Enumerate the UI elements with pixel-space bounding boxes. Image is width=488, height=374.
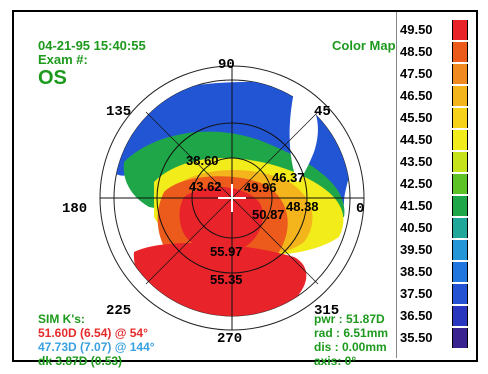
axis-label-270: 270 xyxy=(217,331,242,347)
map-value: 49.96 xyxy=(244,180,277,195)
map-value: 55.97 xyxy=(210,244,243,259)
legend-swatch xyxy=(452,130,468,150)
axis-label-315: 315 xyxy=(314,303,339,319)
axis-readout: axis: 0° xyxy=(314,354,357,368)
color-scale-legend: 49.50 48.50 47.50 46.50 45.50 44.50 43.50 42.50… xyxy=(400,20,476,356)
legend-value: 40.50 xyxy=(400,220,433,235)
delta-k-value: dk 3.87D (0.53) xyxy=(38,354,123,368)
legend-row: 35.50 xyxy=(400,328,476,348)
map-value: 46.37 xyxy=(272,170,305,185)
radius-readout: rad : 6.51mm xyxy=(314,326,389,340)
eye-indicator: OS xyxy=(38,67,67,89)
map-value: 48.38 xyxy=(286,199,319,214)
legend-swatch xyxy=(452,218,468,238)
exam-datetime: 04-21-95 15:40:55 xyxy=(38,38,146,53)
legend-value: 47.50 xyxy=(400,66,433,81)
legend-value: 38.50 xyxy=(400,264,433,279)
axis-label-0: 0 xyxy=(356,201,364,217)
legend-swatch xyxy=(452,306,468,326)
legend-row: 42.50 xyxy=(400,174,476,194)
legend-value: 35.50 xyxy=(400,330,433,345)
legend-value: 39.50 xyxy=(400,242,433,257)
legend-row: 40.50 xyxy=(400,218,476,238)
legend-row: 43.50 xyxy=(400,152,476,172)
legend-swatch xyxy=(452,262,468,282)
legend-row: 39.50 xyxy=(400,240,476,260)
sim-k2-value: 47.73D (7.07) @ 144° xyxy=(38,340,155,354)
distance-readout: dis : 0.00mm xyxy=(314,340,387,354)
legend-value: 49.50 xyxy=(400,22,433,37)
legend-value: 36.50 xyxy=(400,308,433,323)
exam-number-label: Exam #: xyxy=(38,52,88,67)
axis-label-225: 225 xyxy=(106,303,131,319)
legend-value: 37.50 xyxy=(400,286,433,301)
sim-k1-value: 51.60D (6.54) @ 54° xyxy=(38,326,148,340)
legend-swatch xyxy=(452,42,468,62)
map-value: 50.87 xyxy=(252,207,285,222)
legend-value: 46.50 xyxy=(400,88,433,103)
legend-value: 41.50 xyxy=(400,198,433,213)
legend-divider xyxy=(396,12,397,358)
axis-label-45: 45 xyxy=(314,104,331,120)
legend-swatch xyxy=(452,152,468,172)
legend-row: 38.50 xyxy=(400,262,476,282)
axis-label-180: 180 xyxy=(62,201,87,217)
map-value: 43.62 xyxy=(189,179,222,194)
legend-swatch xyxy=(452,174,468,194)
legend-row: 49.50 xyxy=(400,20,476,40)
legend-row: 44.50 xyxy=(400,130,476,150)
legend-swatch xyxy=(452,196,468,216)
legend-swatch xyxy=(452,328,468,348)
legend-swatch xyxy=(452,240,468,260)
legend-swatch xyxy=(452,86,468,106)
legend-row: 37.50 xyxy=(400,284,476,304)
map-value: 55.35 xyxy=(210,272,243,287)
map-type-label: Color Map xyxy=(332,38,396,53)
power-readout: pwr : 51.87D xyxy=(314,312,385,326)
legend-swatch xyxy=(452,108,468,128)
sim-k-title: SIM K's: xyxy=(38,312,85,326)
map-value: 38.60 xyxy=(186,153,219,168)
axis-label-135: 135 xyxy=(106,104,131,120)
legend-value: 48.50 xyxy=(400,44,433,59)
axis-label-90: 90 xyxy=(218,57,235,73)
legend-swatch xyxy=(452,284,468,304)
legend-swatch xyxy=(452,20,468,40)
legend-value: 43.50 xyxy=(400,154,433,169)
legend-row: 47.50 xyxy=(400,64,476,84)
legend-swatch xyxy=(452,64,468,84)
legend-row: 46.50 xyxy=(400,86,476,106)
legend-value: 42.50 xyxy=(400,176,433,191)
legend-value: 45.50 xyxy=(400,110,433,125)
legend-row: 36.50 xyxy=(400,306,476,326)
legend-row: 41.50 xyxy=(400,196,476,216)
topography-window: 90 45 135 180 0 225 315 270 38.60 43.62 … xyxy=(12,10,478,368)
corneal-color-map: 90 45 135 180 0 225 315 270 38.60 43.62 … xyxy=(62,57,365,347)
legend-value: 44.50 xyxy=(400,132,433,147)
legend-row: 48.50 xyxy=(400,42,476,62)
legend-row: 45.50 xyxy=(400,108,476,128)
